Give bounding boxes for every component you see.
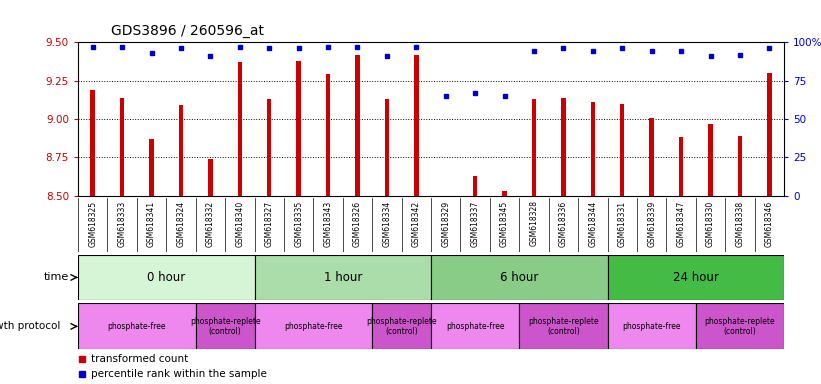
Text: GSM618327: GSM618327: [264, 200, 273, 247]
Bar: [620, 104, 625, 196]
Bar: [414, 55, 419, 196]
Text: GSM618346: GSM618346: [765, 200, 774, 247]
Text: GSM618330: GSM618330: [706, 200, 715, 247]
Text: GSM618347: GSM618347: [677, 200, 686, 247]
Text: GSM618332: GSM618332: [206, 200, 215, 247]
Text: GSM618328: GSM618328: [530, 200, 539, 247]
Bar: [120, 98, 124, 196]
Bar: [296, 61, 300, 196]
Bar: [709, 124, 713, 196]
Text: GSM618334: GSM618334: [383, 200, 392, 247]
Bar: [209, 159, 213, 196]
Text: GSM618326: GSM618326: [353, 200, 362, 247]
Text: phosphate-replete
(control): phosphate-replete (control): [704, 317, 775, 336]
Bar: [355, 55, 360, 196]
Text: phosphate-free: phosphate-free: [622, 322, 681, 331]
Text: GSM618344: GSM618344: [589, 200, 598, 247]
Bar: [767, 73, 772, 196]
Bar: [78, 303, 195, 349]
Bar: [473, 176, 477, 196]
Text: phosphate-replete
(control): phosphate-replete (control): [366, 317, 437, 336]
Bar: [608, 255, 784, 300]
Text: phosphate-free: phosphate-free: [284, 322, 342, 331]
Text: GSM618331: GSM618331: [617, 200, 626, 247]
Text: percentile rank within the sample: percentile rank within the sample: [90, 369, 267, 379]
Bar: [267, 99, 272, 196]
Bar: [532, 99, 536, 196]
Bar: [562, 98, 566, 196]
Bar: [78, 255, 255, 300]
Bar: [519, 303, 608, 349]
Text: 24 hour: 24 hour: [673, 271, 718, 284]
Text: phosphate-replete
(control): phosphate-replete (control): [528, 317, 599, 336]
Bar: [90, 90, 95, 196]
Bar: [431, 303, 519, 349]
Text: GSM618329: GSM618329: [441, 200, 450, 247]
Text: GSM618342: GSM618342: [412, 200, 421, 247]
Text: GSM618324: GSM618324: [177, 200, 186, 247]
Text: GSM618335: GSM618335: [294, 200, 303, 247]
Text: GSM618337: GSM618337: [470, 200, 479, 247]
Text: 1 hour: 1 hour: [323, 271, 362, 284]
Text: transformed count: transformed count: [90, 354, 188, 364]
Bar: [255, 255, 431, 300]
Text: GSM618339: GSM618339: [647, 200, 656, 247]
Bar: [696, 303, 784, 349]
Text: 6 hour: 6 hour: [500, 271, 539, 284]
Bar: [590, 102, 595, 196]
Bar: [255, 303, 372, 349]
Text: 0 hour: 0 hour: [147, 271, 186, 284]
Text: GSM618325: GSM618325: [88, 200, 97, 247]
Text: GSM618336: GSM618336: [559, 200, 568, 247]
Text: growth protocol: growth protocol: [0, 321, 61, 331]
Text: GDS3896 / 260596_at: GDS3896 / 260596_at: [111, 25, 264, 38]
Text: GSM618345: GSM618345: [500, 200, 509, 247]
Text: GSM618338: GSM618338: [736, 200, 745, 247]
Bar: [738, 136, 742, 196]
Bar: [385, 99, 389, 196]
Text: phosphate-free: phosphate-free: [446, 322, 504, 331]
Bar: [179, 105, 183, 196]
Bar: [237, 62, 242, 196]
Text: GSM618333: GSM618333: [117, 200, 126, 247]
Bar: [679, 137, 683, 196]
Bar: [149, 139, 154, 196]
Bar: [502, 191, 507, 196]
Bar: [195, 303, 255, 349]
Bar: [372, 303, 431, 349]
Bar: [326, 74, 330, 196]
Text: time: time: [44, 272, 69, 283]
Bar: [431, 255, 608, 300]
Text: GSM618340: GSM618340: [236, 200, 245, 247]
Text: phosphate-replete
(control): phosphate-replete (control): [190, 317, 260, 336]
Bar: [608, 303, 695, 349]
Text: phosphate-free: phosphate-free: [108, 322, 166, 331]
Text: GSM618341: GSM618341: [147, 200, 156, 247]
Bar: [649, 118, 654, 196]
Text: GSM618343: GSM618343: [323, 200, 333, 247]
